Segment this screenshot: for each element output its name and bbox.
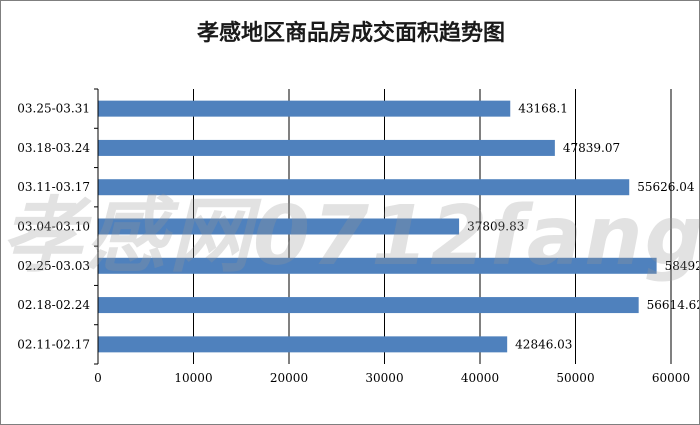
data-label: 55626.04 [637,180,695,194]
bar [98,179,630,196]
category-label: 03.25-03.31 [17,102,90,116]
data-label: 43168.1 [518,102,568,116]
category-label: 02.18-02.24 [17,298,90,312]
x-tick-label: 50000 [556,371,594,385]
category-label: 03.18-03.24 [17,141,90,155]
category-label: 03.04-03.10 [17,220,90,234]
category-label: 02.25-03.03 [17,259,90,273]
chart-title: 孝感地区商品房成交面积趋势图 [196,20,505,46]
data-label: 47839.07 [563,141,620,155]
data-label: 56614.62 [647,298,699,312]
x-tick-label: 20000 [270,371,308,385]
x-tick-label: 10000 [174,371,212,385]
x-tick-label: 60000 [652,371,690,385]
bar [98,257,657,274]
bar [98,336,508,353]
bar [98,297,639,314]
x-tick-label: 0 [94,371,102,385]
data-label: 42846.03 [515,337,572,351]
bar [98,100,511,117]
data-label: 58492.84 [665,259,699,273]
x-tick-label: 40000 [461,371,499,385]
category-label: 02.11-02.17 [17,337,90,351]
x-tick-label: 30000 [365,371,403,385]
data-label: 37809.83 [467,220,524,234]
bar [98,218,460,235]
bar [98,139,555,156]
category-label: 03.11-03.17 [17,180,90,194]
